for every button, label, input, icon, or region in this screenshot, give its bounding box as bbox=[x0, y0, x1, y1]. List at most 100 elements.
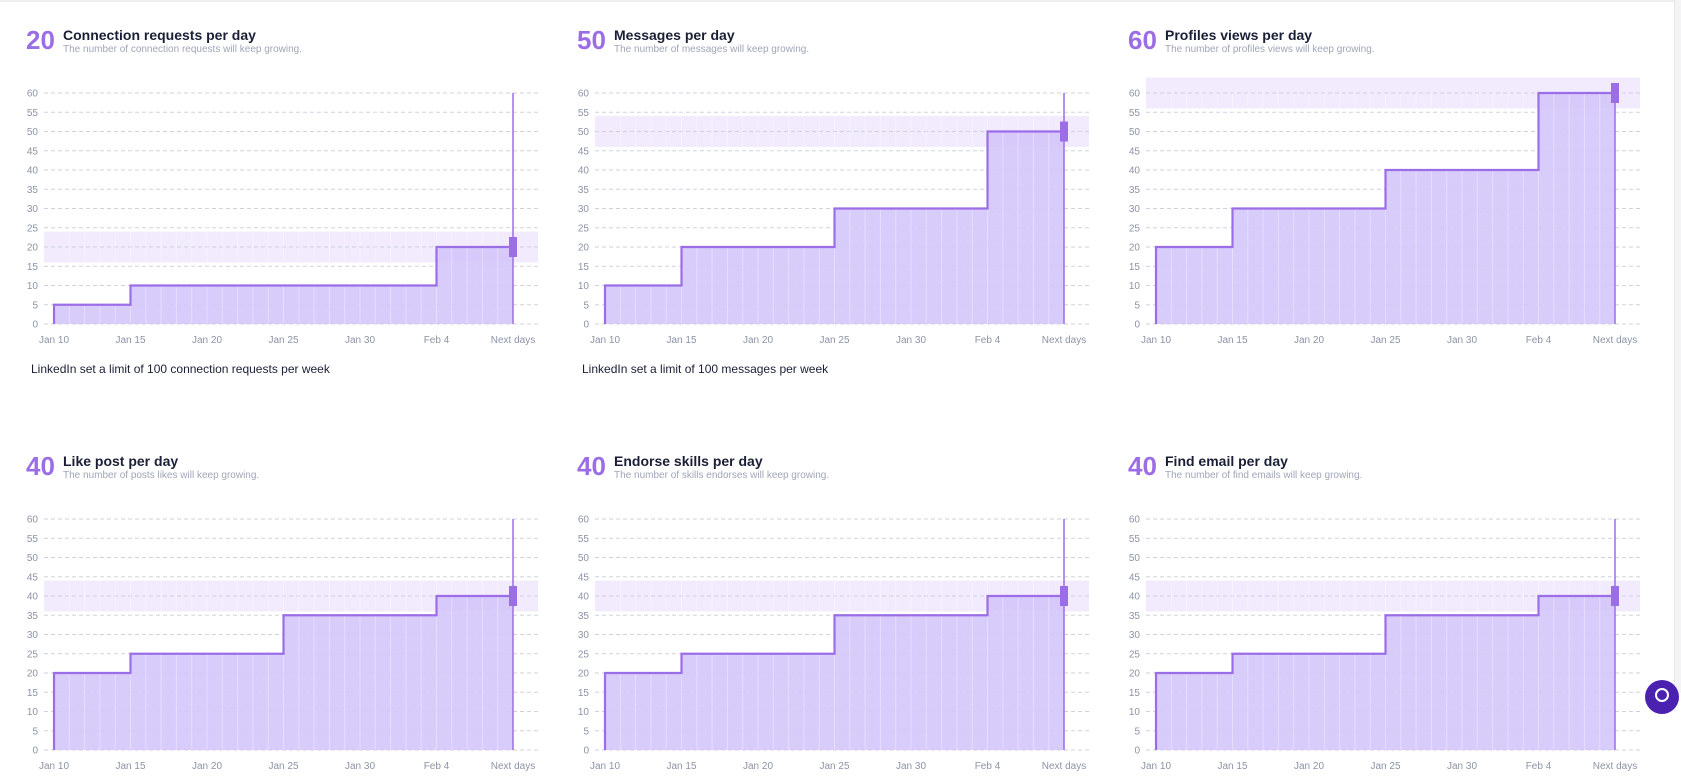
y-tick-label: 50 bbox=[27, 553, 39, 564]
series-line bbox=[1154, 594, 1615, 750]
y-tick-label: 20 bbox=[27, 669, 39, 680]
card-title: Like post per day bbox=[63, 453, 179, 469]
card-title: Connection requests per day bbox=[63, 27, 256, 43]
y-tick-label: 45 bbox=[1129, 146, 1141, 157]
step-chart: 0 5 10 15 20 25 30 35 40 45 50 55 60 Jan 10 Jan 15 Jan … bbox=[1129, 77, 1640, 346]
y-tick-label: 25 bbox=[27, 649, 39, 660]
help-chat-button[interactable] bbox=[1645, 680, 1679, 714]
y-tick-label: 45 bbox=[27, 146, 39, 157]
x-tick-label: Jan 15 bbox=[1217, 335, 1247, 346]
card-subtitle: The number of posts likes will keep grow… bbox=[63, 470, 260, 481]
y-tick-label: 45 bbox=[578, 146, 590, 157]
y-tick-label: 15 bbox=[578, 262, 590, 273]
y-tick-label: 35 bbox=[578, 185, 590, 196]
y-tick-label: 20 bbox=[27, 243, 39, 254]
x-tick-label: Next days bbox=[491, 335, 535, 346]
x-tick-label: Jan 30 bbox=[1447, 335, 1477, 346]
y-tick-label: 20 bbox=[578, 669, 590, 680]
x-tick-label: Jan 25 bbox=[1370, 761, 1400, 772]
y-tick-label: 50 bbox=[578, 553, 590, 564]
x-tick-label: Feb 4 bbox=[424, 761, 450, 772]
y-tick-label: 55 bbox=[27, 534, 39, 545]
y-tick-label: 50 bbox=[1129, 127, 1141, 138]
x-tick-label: Jan 30 bbox=[1447, 761, 1477, 772]
daily-value: 40 bbox=[1128, 451, 1157, 481]
stat-card-endorse-skills: 40 Endorse skills per day The number of … bbox=[551, 426, 1102, 772]
card-subtitle: The number of find emails will keep grow… bbox=[1165, 470, 1363, 481]
card-subtitle: The number of messages will keep growing… bbox=[614, 44, 810, 55]
card-title: Endorse skills per day bbox=[614, 453, 763, 469]
x-tick-label: Jan 25 bbox=[1370, 335, 1400, 346]
y-tick-label: 30 bbox=[1129, 630, 1141, 641]
daily-value: 50 bbox=[577, 25, 606, 55]
y-tick-label: 5 bbox=[32, 726, 38, 737]
page-scrollbar[interactable] bbox=[1674, 0, 1681, 693]
stat-card-connection-requests: 20 Connection requests per day The numbe… bbox=[0, 0, 551, 420]
y-tick-label: 15 bbox=[27, 262, 39, 273]
x-tick-label: Jan 10 bbox=[1141, 335, 1171, 346]
current-marker-handle bbox=[509, 586, 517, 606]
x-tick-label: Jan 25 bbox=[268, 335, 298, 346]
card-subtitle: The number of profiles views will keep g… bbox=[1165, 44, 1375, 55]
y-tick-label: 25 bbox=[27, 223, 39, 234]
y-tick-label: 5 bbox=[583, 300, 589, 311]
card-subtitle: The number of connection requests will k… bbox=[63, 44, 303, 55]
x-tick-label: Feb 4 bbox=[424, 335, 450, 346]
current-marker-handle bbox=[1611, 83, 1619, 103]
daily-value: 40 bbox=[26, 451, 55, 481]
step-chart: 0 5 10 15 20 25 30 35 40 45 50 55 60 Jan 10 Jan 15 Jan … bbox=[578, 89, 1089, 346]
x-tick-label: Next days bbox=[1042, 761, 1086, 772]
y-tick-label: 25 bbox=[578, 649, 590, 660]
y-tick-label: 15 bbox=[27, 688, 39, 699]
y-tick-label: 35 bbox=[27, 185, 39, 196]
x-tick-label: Jan 20 bbox=[1294, 335, 1324, 346]
y-tick-label: 10 bbox=[27, 281, 39, 292]
x-tick-label: Feb 4 bbox=[975, 335, 1001, 346]
step-chart: 0 5 10 15 20 25 30 35 40 45 50 55 60 Jan 10 Jan 15 Jan … bbox=[27, 515, 538, 772]
x-tick-label: Next days bbox=[491, 761, 535, 772]
y-tick-label: 10 bbox=[27, 707, 39, 718]
y-tick-label: 45 bbox=[578, 572, 590, 583]
x-tick-label: Jan 15 bbox=[666, 761, 696, 772]
limit-note: LinkedIn set a limit of 100 messages per… bbox=[582, 362, 829, 376]
y-tick-label: 60 bbox=[1129, 515, 1141, 526]
y-tick-label: 35 bbox=[1129, 185, 1141, 196]
y-tick-label: 55 bbox=[1129, 534, 1141, 545]
y-tick-label: 15 bbox=[1129, 262, 1141, 273]
y-tick-label: 45 bbox=[27, 572, 39, 583]
step-chart: 0 5 10 15 20 25 30 35 40 45 50 55 60 Jan 10 Jan 15 Jan … bbox=[27, 89, 538, 346]
y-tick-label: 10 bbox=[1129, 281, 1141, 292]
x-tick-label: Jan 10 bbox=[590, 761, 620, 772]
y-tick-label: 10 bbox=[1129, 707, 1141, 718]
y-tick-label: 15 bbox=[578, 688, 590, 699]
y-tick-label: 5 bbox=[1134, 300, 1140, 311]
y-tick-label: 10 bbox=[578, 707, 590, 718]
stat-card-profile-views: 60 Profiles views per day The number of … bbox=[1102, 0, 1653, 420]
series-line bbox=[603, 594, 1064, 750]
y-tick-label: 0 bbox=[32, 746, 38, 757]
x-tick-label: Jan 10 bbox=[39, 335, 69, 346]
card-title: Profiles views per day bbox=[1165, 27, 1313, 43]
card-title: Find email per day bbox=[1165, 453, 1288, 469]
stat-card-messages: 50 Messages per day The number of messag… bbox=[551, 0, 1102, 420]
y-tick-label: 0 bbox=[32, 320, 38, 331]
series-line bbox=[1154, 91, 1615, 324]
x-tick-label: Jan 15 bbox=[1217, 761, 1247, 772]
y-tick-label: 40 bbox=[578, 166, 590, 177]
x-tick-label: Next days bbox=[1593, 335, 1637, 346]
top-border bbox=[0, 0, 1681, 2]
y-tick-label: 0 bbox=[1134, 320, 1140, 331]
y-tick-label: 40 bbox=[1129, 592, 1141, 603]
current-marker-handle bbox=[1060, 586, 1068, 606]
y-tick-label: 35 bbox=[1129, 611, 1141, 622]
x-tick-label: Next days bbox=[1042, 335, 1086, 346]
y-tick-label: 40 bbox=[27, 592, 39, 603]
y-tick-label: 25 bbox=[578, 223, 590, 234]
y-tick-label: 20 bbox=[1129, 669, 1141, 680]
x-tick-label: Jan 10 bbox=[1141, 761, 1171, 772]
y-tick-label: 5 bbox=[583, 726, 589, 737]
y-tick-label: 40 bbox=[27, 166, 39, 177]
x-tick-label: Jan 15 bbox=[115, 761, 145, 772]
y-tick-label: 40 bbox=[578, 592, 590, 603]
y-tick-label: 15 bbox=[1129, 688, 1141, 699]
